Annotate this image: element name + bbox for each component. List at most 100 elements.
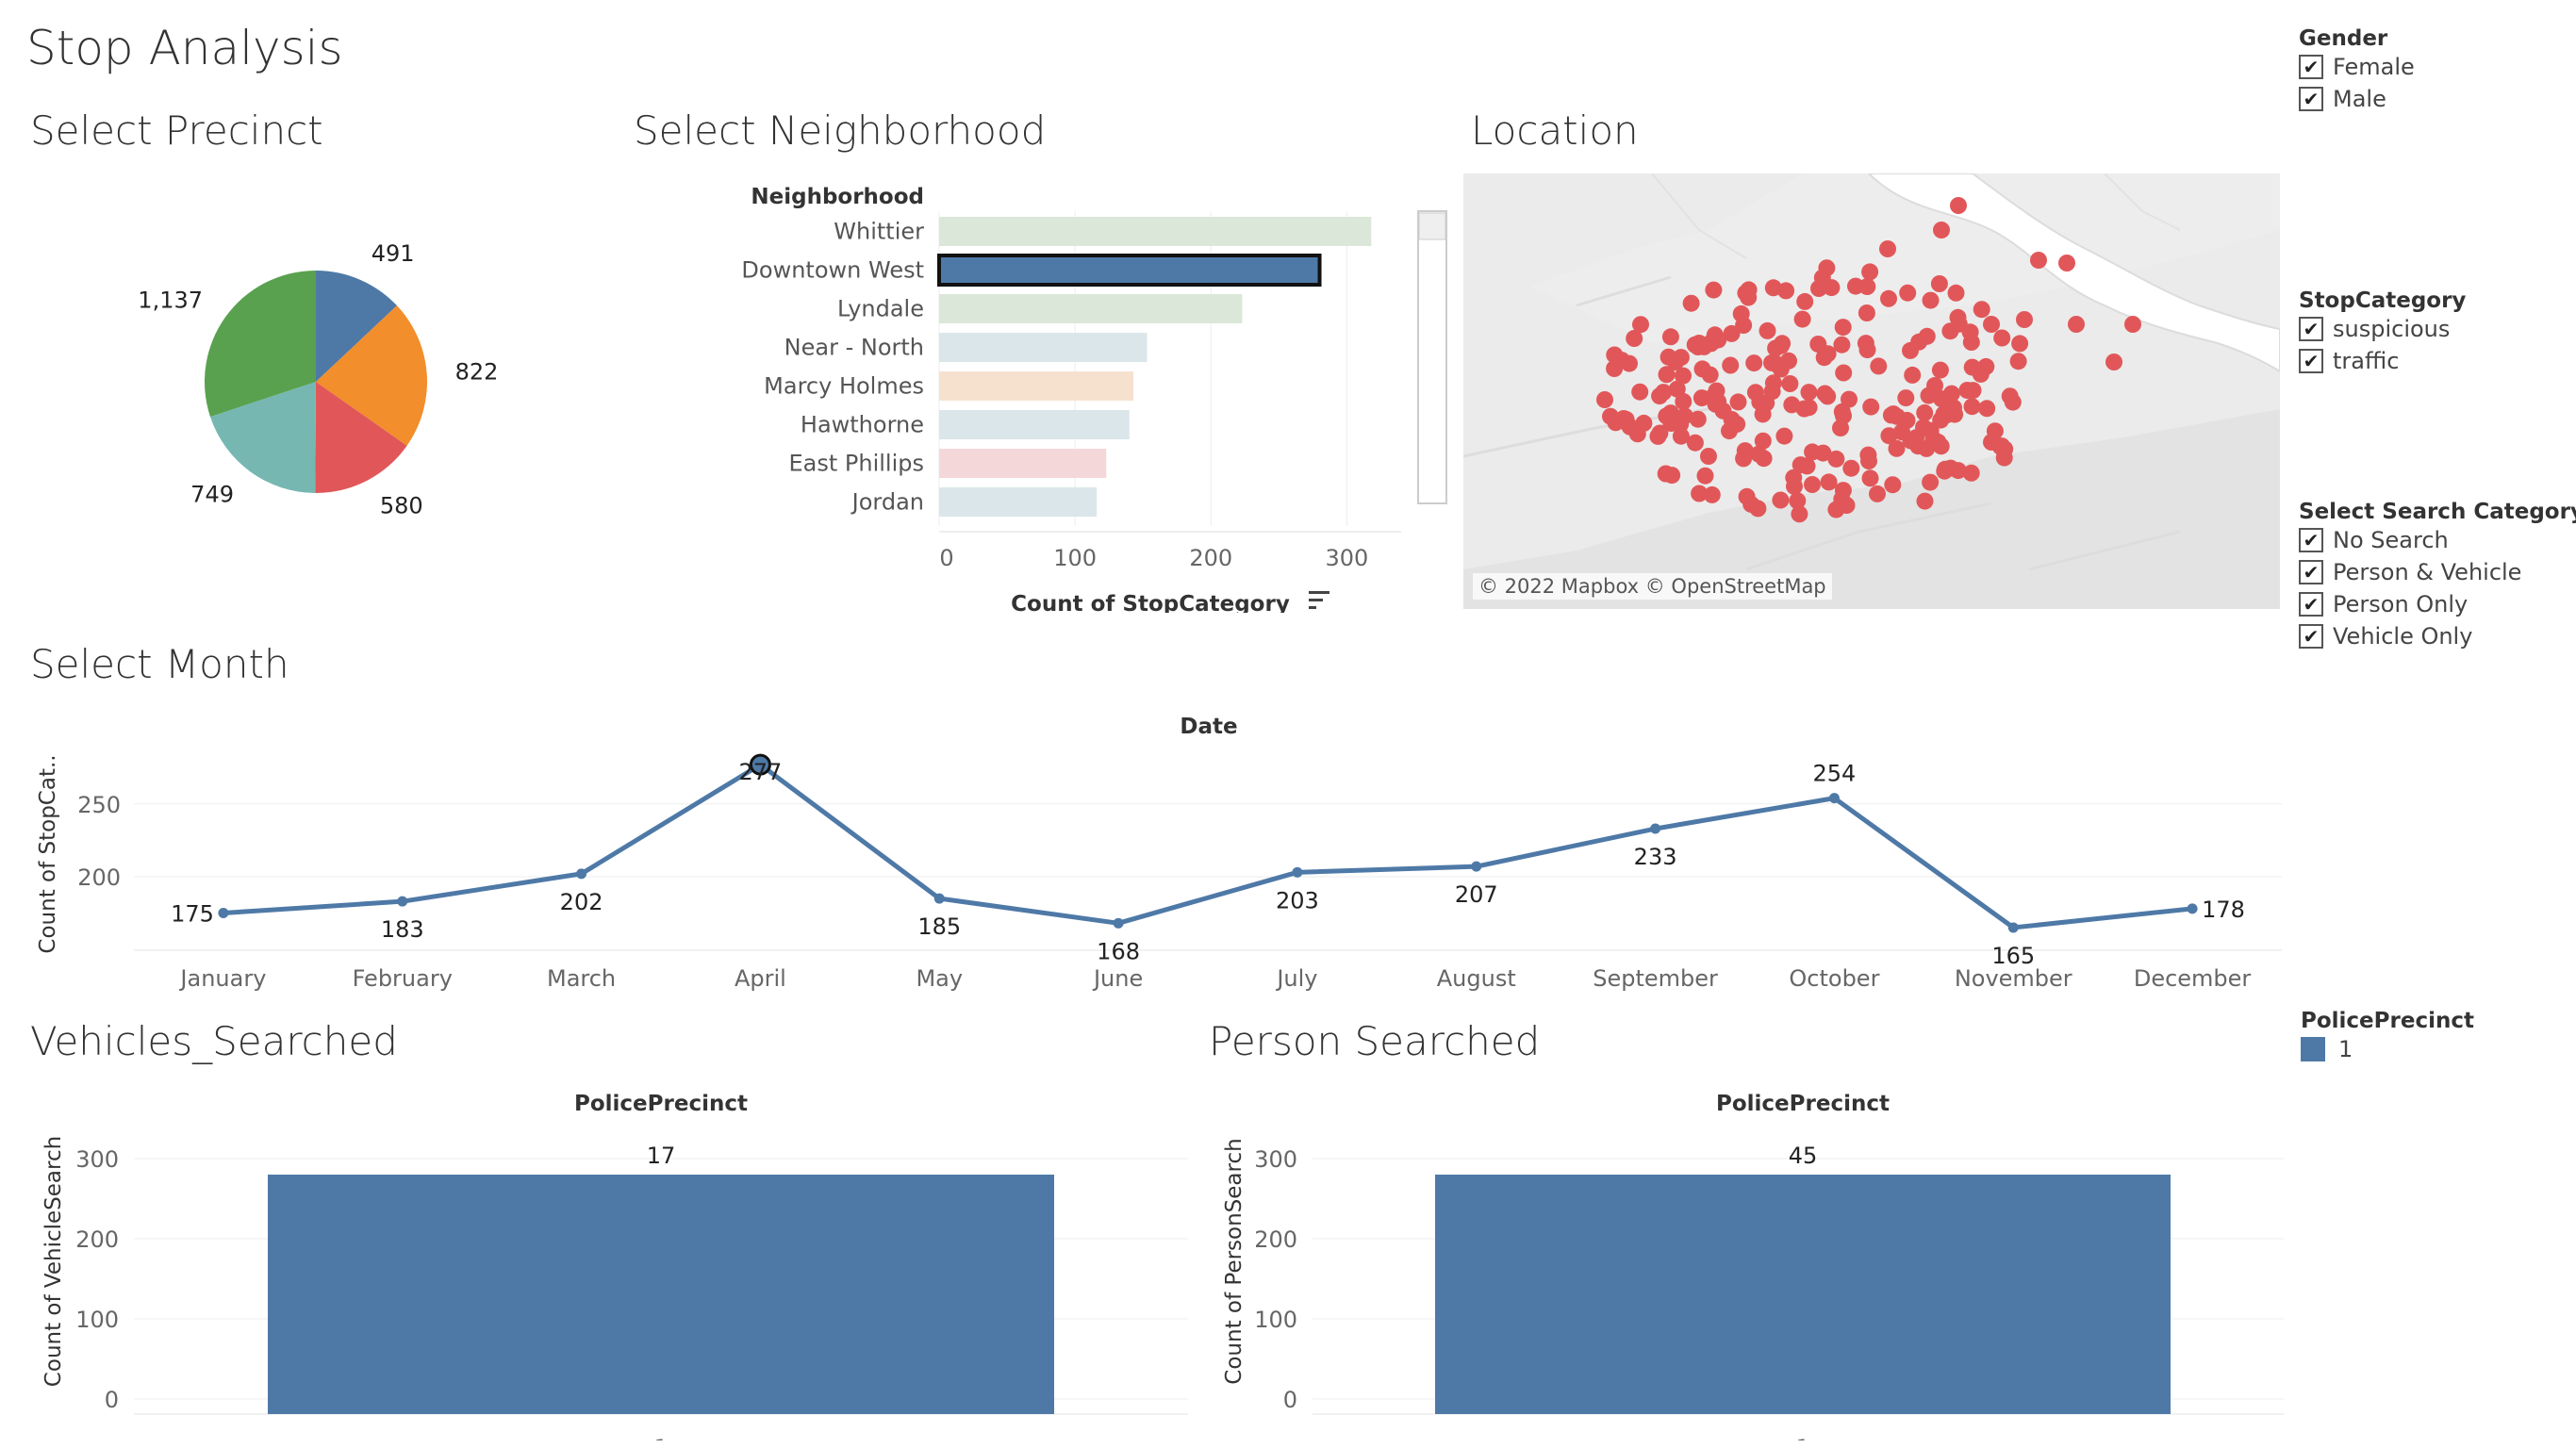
map-point[interactable] xyxy=(1962,334,1980,351)
neighborhood-bar[interactable] xyxy=(939,371,1134,401)
map-point[interactable] xyxy=(1818,259,1836,277)
map-point[interactable] xyxy=(1703,485,1721,503)
map-point[interactable] xyxy=(1857,335,1874,353)
map-point[interactable] xyxy=(1796,292,1814,310)
search-option-person-only[interactable]: ✔ Person Only xyxy=(2299,588,2576,620)
neighborhood-label[interactable]: East Phillips xyxy=(788,451,924,477)
bar[interactable] xyxy=(1435,1175,2171,1414)
neighborhood-label[interactable]: Hawthorne xyxy=(801,412,924,438)
map-point[interactable] xyxy=(1793,310,1811,328)
x-tick-label[interactable]: July xyxy=(1275,965,1317,992)
x-tick-label[interactable]: February xyxy=(353,965,453,992)
map-point[interactable] xyxy=(1772,491,1790,509)
map-point[interactable] xyxy=(1676,407,1693,425)
line-point[interactable] xyxy=(1292,866,1303,878)
line-point[interactable] xyxy=(2007,922,2019,933)
scrollbar-thumb[interactable] xyxy=(1418,212,1446,240)
map-point[interactable] xyxy=(1686,434,1704,452)
bar[interactable] xyxy=(268,1175,1054,1414)
map-point[interactable] xyxy=(1963,398,1981,416)
x-tick-label[interactable]: January xyxy=(178,965,266,992)
map-point[interactable] xyxy=(1847,277,1864,295)
map-point[interactable] xyxy=(1910,333,1928,351)
neighborhood-label[interactable]: Lyndale xyxy=(837,296,924,322)
map-point[interactable] xyxy=(1933,390,1951,408)
neighborhood-label[interactable]: Near - North xyxy=(784,335,924,361)
check-icon[interactable]: ✔ xyxy=(2299,528,2323,552)
map-point[interactable] xyxy=(1929,433,1947,451)
map-point[interactable] xyxy=(1993,329,2011,347)
map-point[interactable] xyxy=(1602,407,1619,425)
line-point[interactable] xyxy=(749,753,771,776)
check-icon[interactable]: ✔ xyxy=(2299,560,2323,584)
search-option-vehicle-only[interactable]: ✔ Vehicle Only xyxy=(2299,620,2576,652)
line-series[interactable] xyxy=(223,762,2193,930)
map-point[interactable] xyxy=(1707,395,1725,413)
map-point[interactable] xyxy=(1926,377,1943,394)
map-point[interactable] xyxy=(1936,460,1954,478)
pie-slice[interactable] xyxy=(209,382,316,493)
map-point[interactable] xyxy=(1835,364,1853,382)
map-point[interactable] xyxy=(1861,469,1879,487)
map-point[interactable] xyxy=(1691,485,1709,502)
neighborhood-bar[interactable] xyxy=(939,449,1107,478)
gender-option-female[interactable]: ✔ Female xyxy=(2299,51,2415,83)
map-point[interactable] xyxy=(1841,390,1858,408)
neighborhood-label[interactable]: Whittier xyxy=(834,219,924,245)
map-point[interactable] xyxy=(1661,328,1679,346)
map-point[interactable] xyxy=(1833,336,1851,354)
check-icon[interactable]: ✔ xyxy=(2299,592,2323,617)
x-tick-label[interactable]: October xyxy=(1789,965,1879,992)
map-point[interactable] xyxy=(1977,357,1995,375)
neighborhood-bar[interactable] xyxy=(939,217,1372,246)
line-point[interactable] xyxy=(1828,793,1840,804)
map-point[interactable] xyxy=(1888,439,1906,457)
line-point[interactable] xyxy=(576,868,587,880)
person-searched-chart[interactable]: PolicePrecinct Count of PersonSearch 0 100 2… xyxy=(1209,1082,2293,1440)
map-point[interactable] xyxy=(1606,360,1624,377)
search-option-person-vehicle[interactable]: ✔ Person & Vehicle xyxy=(2299,556,2576,588)
map-point[interactable] xyxy=(1777,282,1795,300)
map-point[interactable] xyxy=(1792,456,1809,474)
map-point[interactable] xyxy=(1701,366,1719,384)
map-point[interactable] xyxy=(1819,387,1837,405)
map-point[interactable] xyxy=(1691,335,1708,352)
map-point[interactable] xyxy=(1781,375,1799,392)
map-point[interactable] xyxy=(1834,482,1852,500)
map-point[interactable] xyxy=(2030,252,2047,269)
map-point[interactable] xyxy=(1834,319,1852,337)
map-point[interactable] xyxy=(1675,393,1693,410)
map-point[interactable] xyxy=(2009,353,2027,370)
map-point[interactable] xyxy=(1735,450,1753,468)
map-point[interactable] xyxy=(1631,383,1649,401)
neighborhood-label[interactable]: Marcy Holmes xyxy=(764,373,924,400)
map-point[interactable] xyxy=(1729,393,1747,411)
map-point[interactable] xyxy=(1754,432,1772,450)
stop-category-option-traffic[interactable]: ✔ traffic xyxy=(2299,345,2466,377)
map-point[interactable] xyxy=(1774,335,1792,353)
x-tick-label[interactable]: May xyxy=(916,965,963,992)
x-tick-label[interactable]: September xyxy=(1593,965,1718,992)
check-icon[interactable]: ✔ xyxy=(2299,87,2323,111)
map-point[interactable] xyxy=(1904,366,1922,384)
line-point[interactable] xyxy=(1650,823,1661,834)
map-point[interactable] xyxy=(1804,476,1821,493)
map-point[interactable] xyxy=(1963,358,1981,376)
map-point[interactable] xyxy=(1658,366,1676,384)
stop-category-option-suspicious[interactable]: ✔ suspicious xyxy=(2299,313,2466,345)
neighborhood-bar[interactable] xyxy=(937,254,1322,287)
map-point[interactable] xyxy=(1735,317,1753,334)
map-point[interactable] xyxy=(1663,467,1681,485)
map-point[interactable] xyxy=(1722,356,1740,374)
map-point[interactable] xyxy=(1668,380,1686,398)
line-point[interactable] xyxy=(2187,903,2198,914)
map-point[interactable] xyxy=(1635,414,1653,432)
map-point[interactable] xyxy=(1800,384,1818,402)
map-point[interactable] xyxy=(1885,405,1902,423)
map-point[interactable] xyxy=(1884,476,1902,494)
map-point[interactable] xyxy=(1772,360,1790,378)
map-point[interactable] xyxy=(1596,391,1613,408)
map-point[interactable] xyxy=(1832,420,1849,436)
neighborhood-label[interactable]: Downtown West xyxy=(741,257,924,284)
map-point[interactable] xyxy=(1827,450,1845,468)
